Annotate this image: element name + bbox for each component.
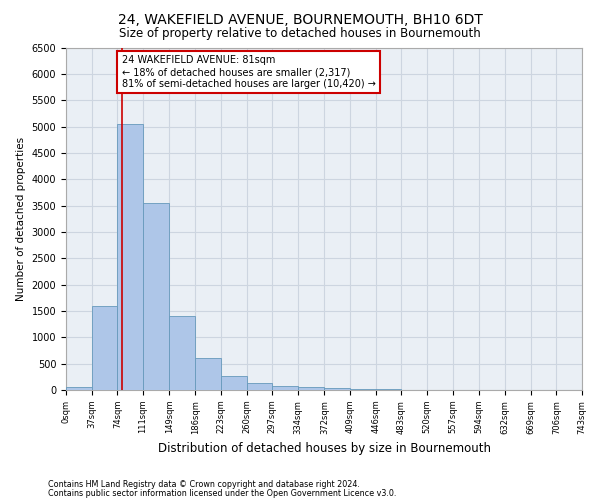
Bar [92, 306, 118, 390]
Bar [169, 316, 195, 390]
Bar [66, 388, 92, 390]
Bar [298, 388, 325, 390]
Text: Contains public sector information licensed under the Open Government Licence v3: Contains public sector information licen… [48, 488, 397, 498]
Bar [143, 203, 169, 390]
X-axis label: Distribution of detached houses by size in Bournemouth: Distribution of detached houses by size … [157, 442, 491, 455]
Bar [118, 124, 143, 390]
Text: Size of property relative to detached houses in Bournemouth: Size of property relative to detached ho… [119, 28, 481, 40]
Text: 24 WAKEFIELD AVENUE: 81sqm
← 18% of detached houses are smaller (2,317)
81% of s: 24 WAKEFIELD AVENUE: 81sqm ← 18% of deta… [122, 56, 376, 88]
Bar [195, 358, 221, 390]
Bar [221, 376, 247, 390]
Y-axis label: Number of detached properties: Number of detached properties [16, 136, 26, 301]
Bar [350, 389, 376, 390]
Bar [272, 386, 298, 390]
Text: 24, WAKEFIELD AVENUE, BOURNEMOUTH, BH10 6DT: 24, WAKEFIELD AVENUE, BOURNEMOUTH, BH10 … [118, 12, 482, 26]
Bar [247, 383, 272, 390]
Bar [325, 388, 350, 390]
Text: Contains HM Land Registry data © Crown copyright and database right 2024.: Contains HM Land Registry data © Crown c… [48, 480, 360, 489]
